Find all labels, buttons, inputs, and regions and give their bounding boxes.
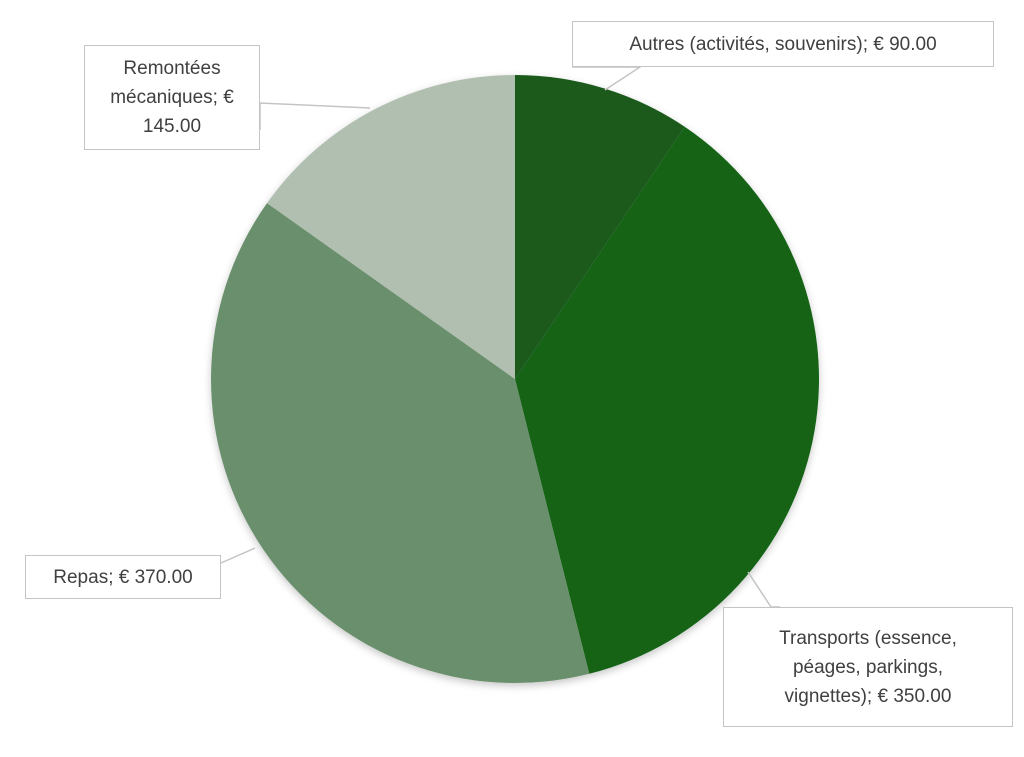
- leader-line-autres: [572, 66, 643, 91]
- data-label-remontees-mecaniques: Remontées mécaniques; € 145.00: [84, 45, 260, 150]
- leader-line-remontees: [259, 102, 371, 130]
- pie-slices: [211, 75, 819, 683]
- data-label-transports: Transports (essence, péages, parkings, v…: [723, 607, 1013, 727]
- pie-slice-remontees-mecaniques: [267, 75, 515, 379]
- pie-slice-autres-activites: [515, 75, 685, 379]
- leader-line-repas: [220, 547, 256, 564]
- pie-slice-transports-essence: [515, 126, 819, 674]
- leader-line-transports: [747, 571, 780, 608]
- data-label-autres: Autres (activités, souvenirs); € 90.00: [572, 21, 994, 67]
- pie-slice-repas: [211, 203, 590, 683]
- data-label-repas: Repas; € 370.00: [25, 555, 221, 599]
